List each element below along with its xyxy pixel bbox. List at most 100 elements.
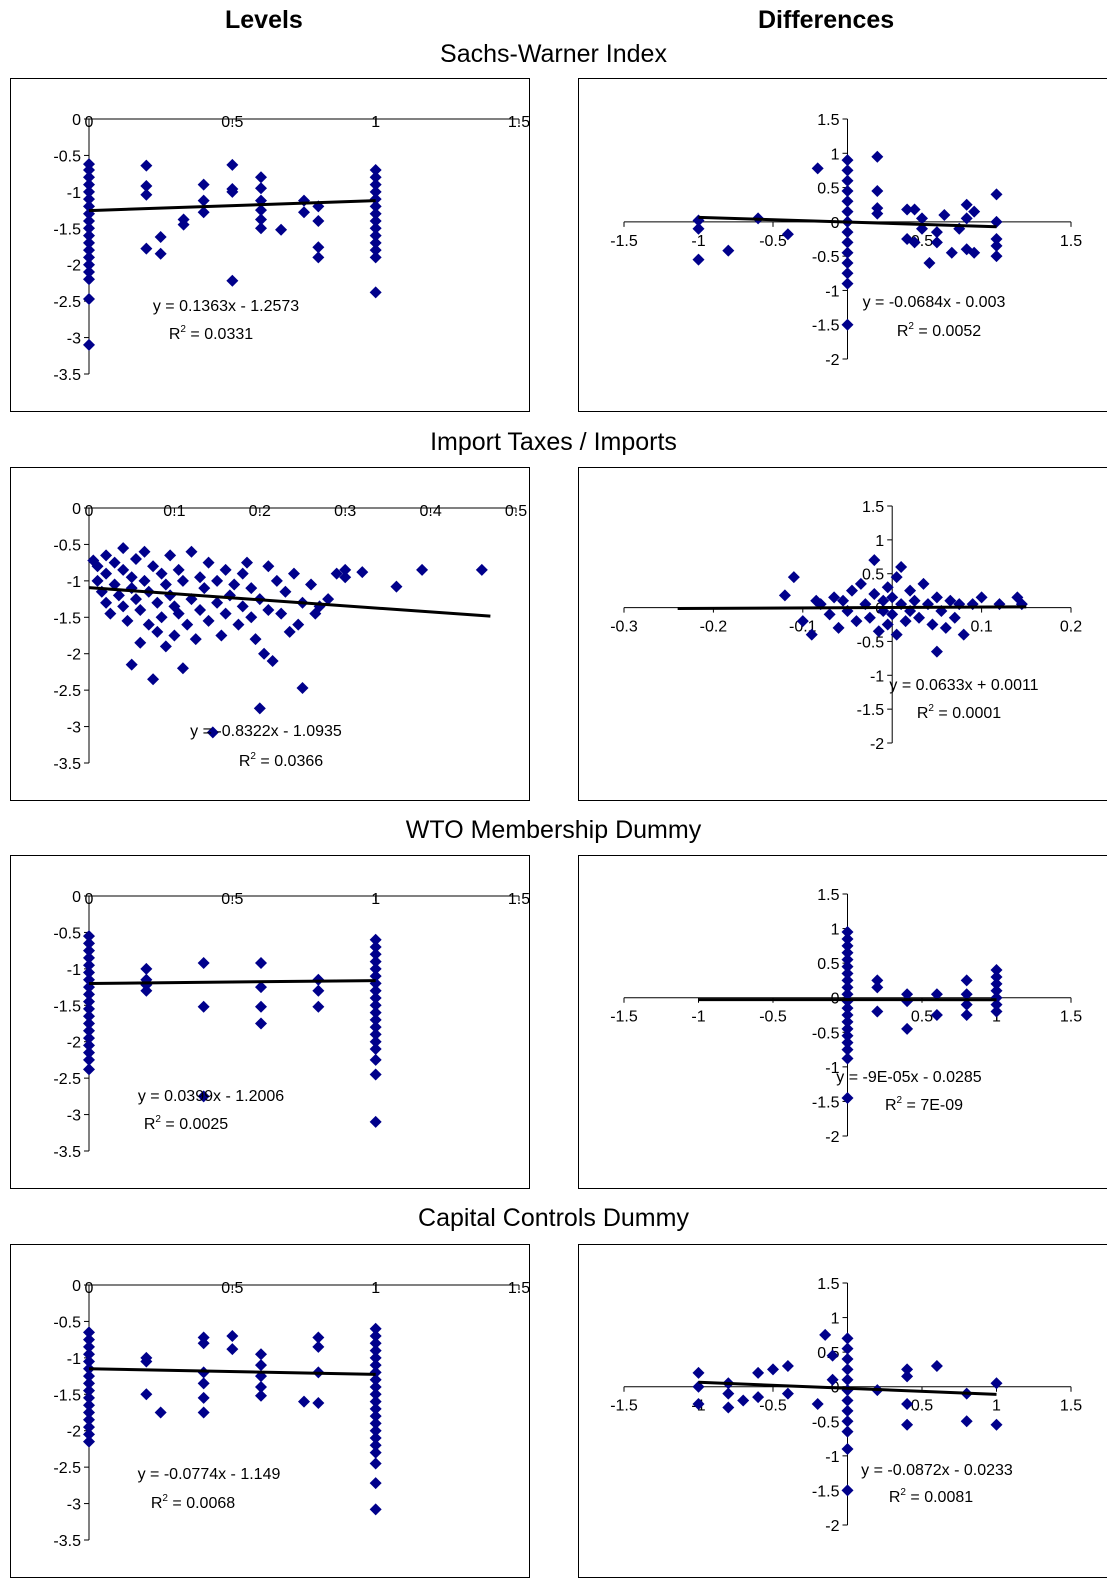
data-point-marker	[908, 203, 921, 216]
data-point-marker	[83, 164, 95, 176]
data-point-marker	[211, 574, 224, 587]
data-point-marker	[197, 1337, 210, 1350]
x-tick-label: -0.3	[610, 619, 638, 636]
data-point-marker	[960, 1415, 973, 1428]
data-point-marker	[83, 1391, 95, 1404]
data-point-marker	[197, 1090, 210, 1103]
differences-column-header: Differences	[758, 6, 895, 34]
data-point-marker	[142, 618, 155, 631]
data-point-marker	[990, 977, 1003, 990]
y-tick-label: -1.5	[812, 1094, 840, 1111]
data-point-marker	[83, 178, 95, 191]
data-point-marker	[83, 1406, 95, 1419]
data-point-marker	[877, 594, 890, 607]
data-point-marker	[83, 1039, 95, 1052]
y-tick-label: 0	[72, 112, 81, 129]
data-point-marker	[253, 702, 266, 715]
data-point-marker	[369, 215, 382, 227]
y-tick-label: 1	[831, 1311, 840, 1328]
data-point-marker	[752, 1366, 765, 1379]
data-point-marker	[948, 611, 961, 624]
y-tick-label: -1.5	[857, 702, 885, 719]
data-point-marker	[926, 618, 939, 631]
data-point-marker	[841, 974, 854, 987]
data-point-marker	[899, 615, 912, 628]
data-point-marker	[168, 600, 181, 613]
trend-line	[698, 1380, 997, 1396]
data-point-marker	[692, 253, 705, 266]
data-point-marker	[960, 998, 973, 1011]
chart-panel-sachs-warner-differences: 1.510.50-0.5-1-1.5-2-1.5-1-0.50.511.5y =…	[578, 78, 1107, 412]
data-point-marker	[236, 567, 249, 580]
data-point-marker	[140, 180, 153, 193]
data-point-marker	[923, 257, 936, 269]
data-point-marker	[930, 236, 943, 249]
data-point-marker	[841, 1363, 854, 1376]
y-tick-label: -3	[67, 1497, 81, 1514]
x-tick-label: -0.5	[759, 1398, 787, 1415]
data-point-marker	[841, 1404, 854, 1417]
data-point-marker	[871, 1005, 884, 1018]
y-tick-label: -0.5	[812, 1025, 840, 1042]
data-point-marker	[957, 628, 970, 641]
x-tick-label: 0.5	[505, 503, 527, 520]
data-point-marker	[83, 1032, 95, 1045]
y-tick-label: -3.5	[53, 756, 81, 773]
data-point-marker	[990, 1005, 1003, 1018]
data-point-marker	[83, 222, 95, 235]
data-point-marker	[255, 204, 267, 217]
data-point-marker	[255, 1359, 267, 1372]
data-point-marker	[112, 589, 125, 602]
data-point-marker	[369, 999, 382, 1012]
data-point-marker	[841, 946, 854, 959]
chart-import-taxes-differences: 1.510.50-0.5-1-1.5-2-0.3-0.2-0.10.10.2y …	[610, 499, 1082, 753]
data-point-marker	[369, 1402, 382, 1415]
x-tick-label: 0.5	[911, 1009, 933, 1026]
data-point-marker	[255, 1017, 267, 1030]
trend-equation: y = -0.8322x - 1.0935	[190, 723, 342, 740]
y-tick-label: 0.5	[817, 956, 839, 973]
data-point-marker	[83, 1377, 95, 1390]
y-tick-label: 1.5	[862, 499, 884, 516]
data-point-marker	[841, 1043, 854, 1056]
data-point-marker	[908, 594, 921, 607]
data-point-marker	[369, 1006, 382, 1019]
data-point-marker	[944, 594, 957, 607]
trend-equation: y = -0.0684x - 0.003	[863, 294, 1006, 311]
y-tick-label: -1.5	[53, 221, 81, 238]
data-point-marker	[154, 1406, 167, 1419]
data-point-marker	[767, 1363, 779, 1376]
data-point-marker	[211, 596, 224, 609]
data-point-marker	[176, 574, 189, 587]
y-tick-label: 1.5	[817, 887, 839, 904]
data-point-marker	[197, 957, 210, 970]
trend-line	[88, 199, 376, 213]
section-title-import-taxes: Import Taxes / Imports	[430, 428, 677, 456]
section-title-wto-membership: WTO Membership Dummy	[405, 816, 702, 844]
data-point-marker	[164, 589, 177, 602]
data-point-marker	[255, 213, 267, 226]
data-point-marker	[841, 1036, 854, 1049]
data-point-marker	[100, 567, 113, 580]
data-point-marker	[369, 244, 382, 257]
data-point-marker	[832, 621, 845, 634]
data-point-marker	[140, 1355, 153, 1368]
data-point-marker	[1011, 591, 1024, 604]
data-point-marker	[895, 560, 908, 573]
x-tick-label: 1.5	[508, 114, 529, 131]
data-point-marker	[198, 582, 211, 595]
data-point-marker	[255, 171, 267, 184]
data-point-marker	[197, 178, 210, 191]
data-point-marker	[841, 1373, 854, 1386]
x-tick-label: -0.2	[700, 619, 728, 636]
data-point-marker	[226, 1330, 239, 1342]
data-point-marker	[83, 1063, 95, 1076]
data-point-marker	[181, 618, 194, 631]
data-point-marker	[841, 1052, 854, 1065]
data-point-marker	[416, 563, 429, 576]
y-tick-label: 1	[831, 922, 840, 939]
data-point-marker	[369, 1068, 382, 1081]
x-tick-label: 0	[85, 503, 94, 520]
data-point-marker	[841, 988, 854, 1001]
data-point-marker	[990, 1377, 1003, 1390]
